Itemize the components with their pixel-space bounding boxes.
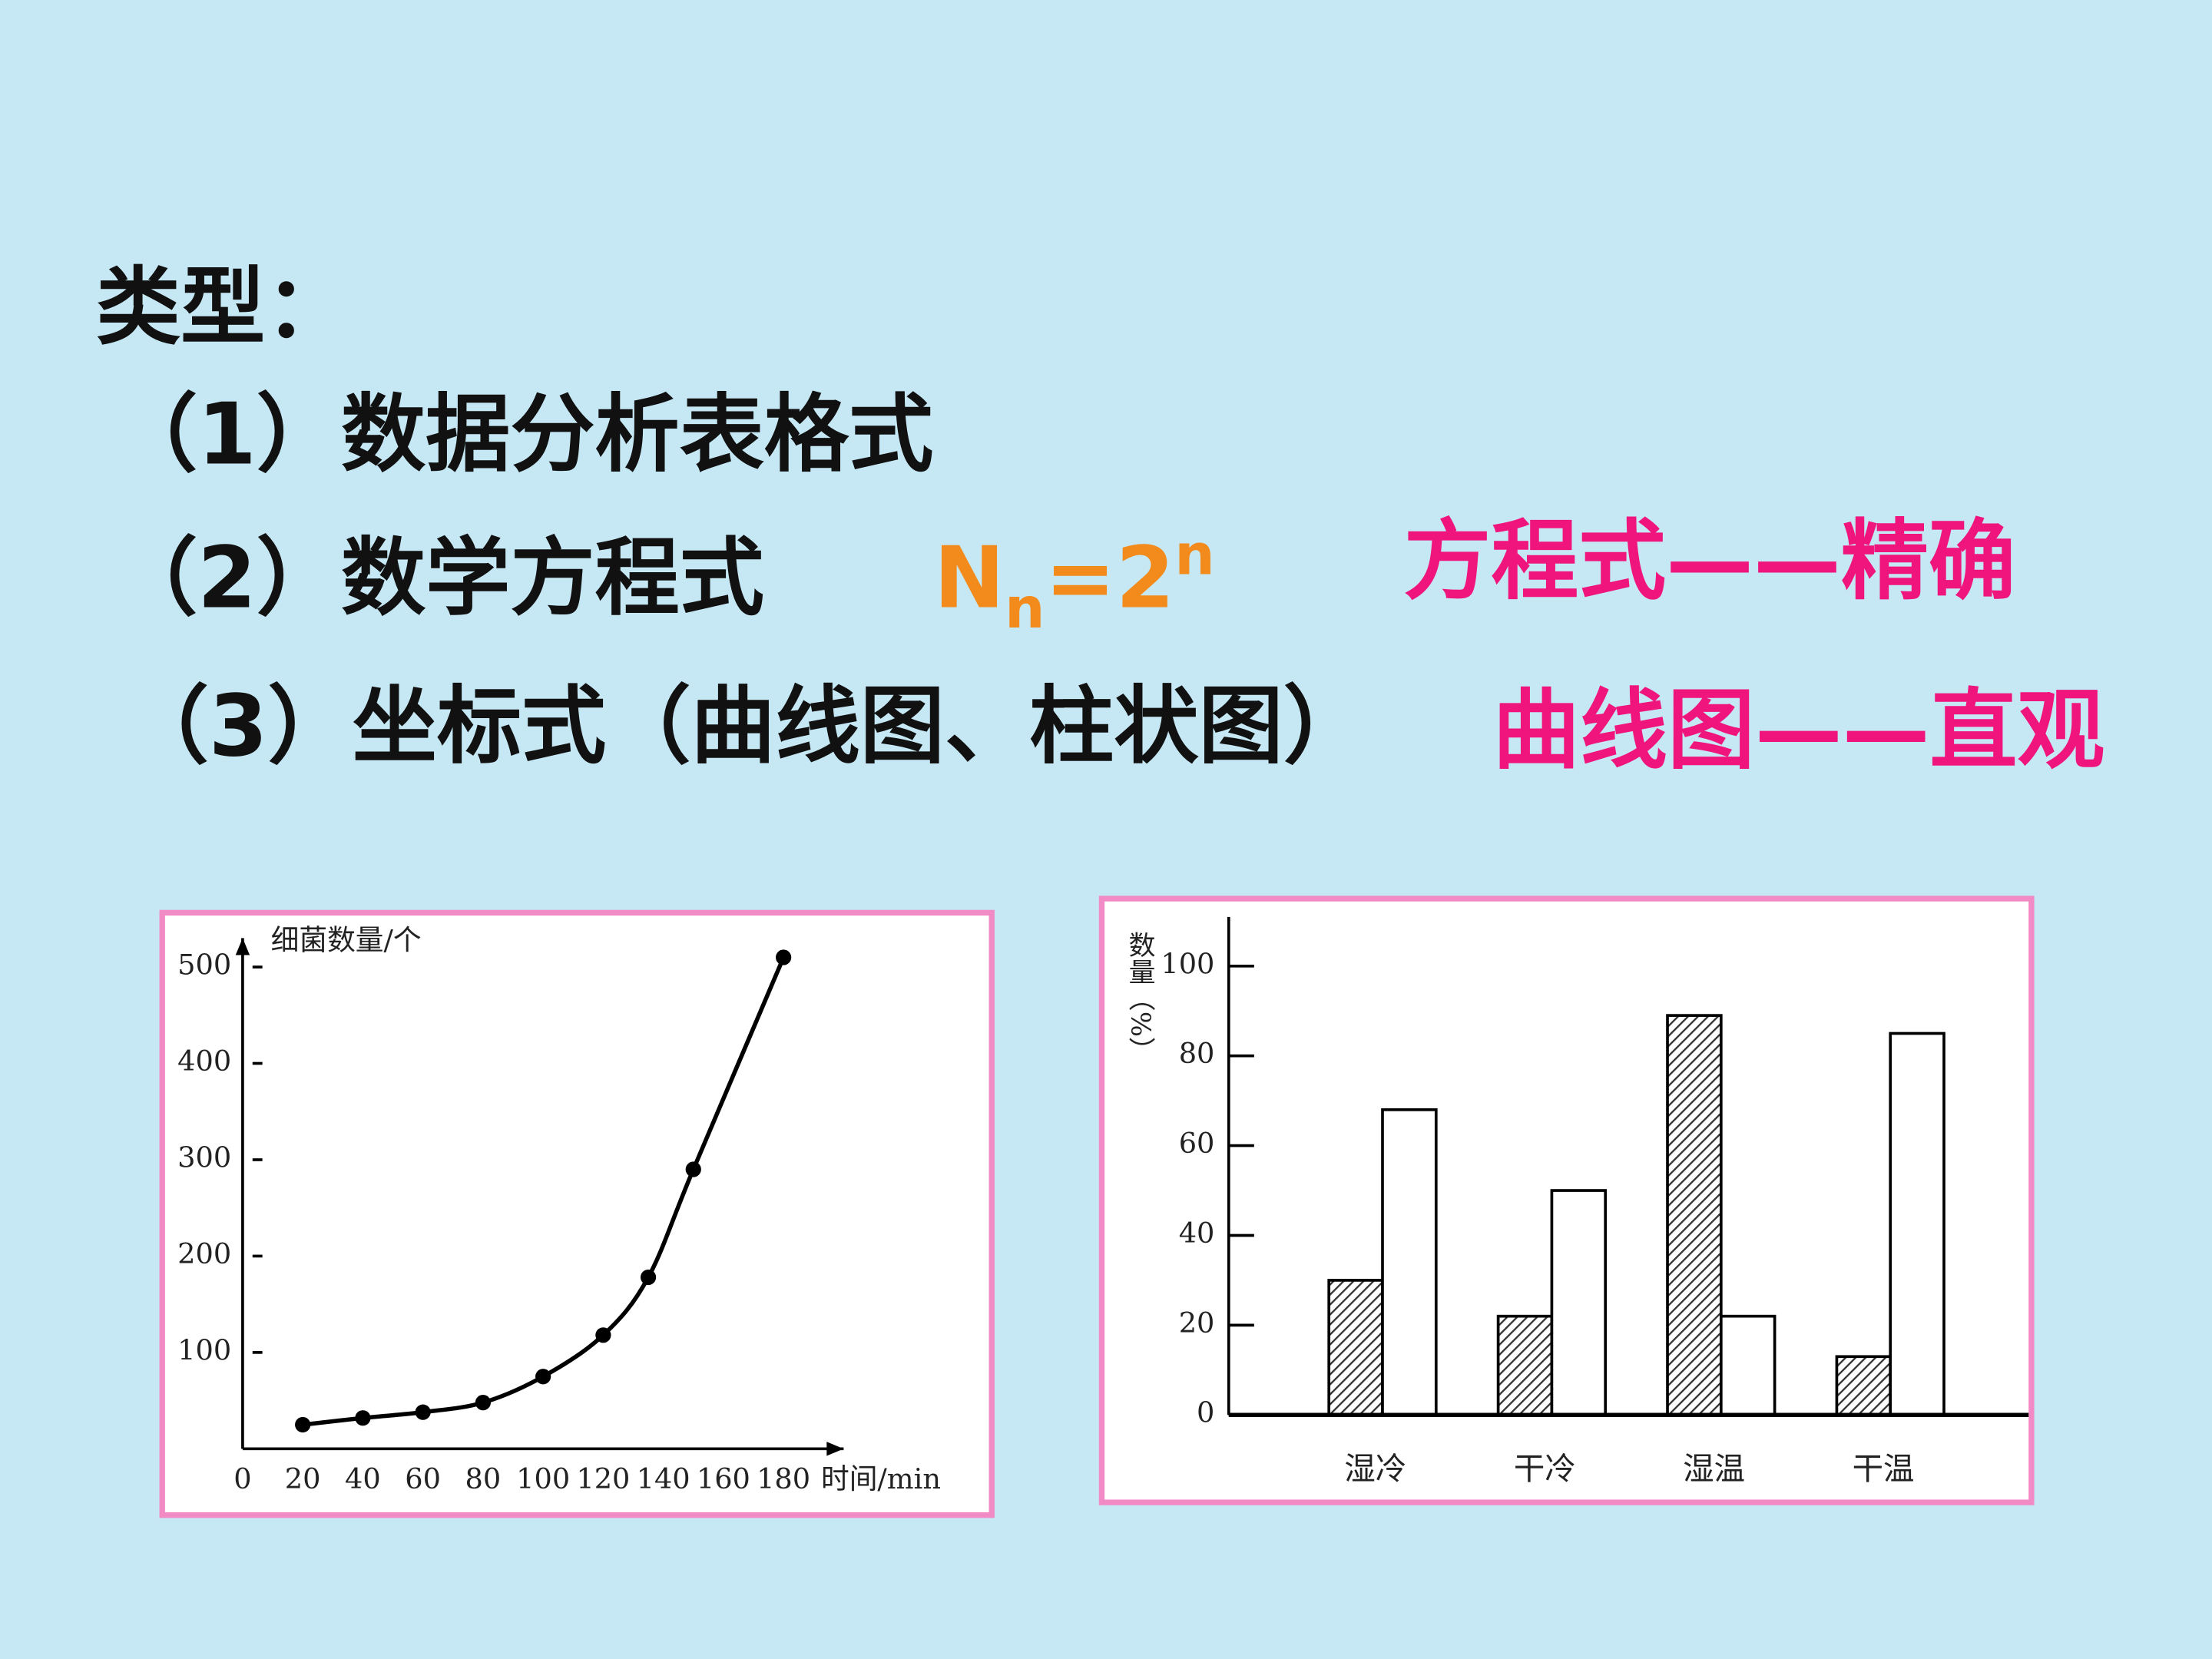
x-tick-label: 140: [637, 1462, 690, 1495]
y-axis-label: 数量（%）: [1124, 931, 1155, 1064]
x-tick-label: 20: [285, 1462, 321, 1495]
formula: Nn=2n: [934, 522, 1215, 641]
axis-arrow: [235, 938, 250, 955]
x-axis-label: 时间/min: [821, 1462, 941, 1495]
bar: [1327, 1279, 1384, 1417]
bar: [1835, 1355, 1892, 1417]
y-axis-label: 细菌数量/个: [271, 923, 422, 956]
y-tick-label: 200: [177, 1237, 231, 1270]
chart-frame: [159, 909, 995, 1518]
axis-arrow: [826, 1442, 844, 1456]
note: 方程式——精确: [1404, 510, 2016, 612]
x-tick-label: 0: [233, 1462, 251, 1495]
y-tick-label: 40: [1179, 1217, 1215, 1250]
formula-sup: n: [1174, 522, 1214, 588]
item: （1）数据分析表格式: [113, 385, 933, 483]
formula-sub: n: [1005, 576, 1045, 641]
x-tick-label: 干温: [1853, 1450, 1915, 1487]
x-tick-label: 160: [697, 1462, 750, 1495]
data-point: [685, 1161, 701, 1177]
y-tick-label: 60: [1179, 1127, 1215, 1160]
heading: 类型：: [96, 258, 350, 356]
data-point: [776, 949, 792, 965]
y-tick-label: 300: [177, 1141, 231, 1174]
item: （2）数学方程式: [113, 529, 764, 628]
x-tick-label: 100: [516, 1462, 570, 1495]
x-tick-label: 湿温: [1683, 1450, 1745, 1487]
y-tick-label: 100: [177, 1333, 231, 1366]
x-tick-label: 湿冷: [1344, 1450, 1406, 1487]
item: （3）坐标式（曲线图、柱状图）: [124, 677, 1368, 776]
data-point: [295, 1416, 311, 1433]
y-tick-label: 20: [1179, 1306, 1215, 1339]
data-point: [640, 1269, 657, 1286]
curve: [302, 956, 786, 1427]
bar: [1496, 1314, 1554, 1417]
note: 曲线图——直观: [1492, 679, 2104, 781]
data-point: [355, 1410, 371, 1426]
formula-base: N: [934, 529, 1005, 628]
y-tick-label: 100: [1161, 947, 1214, 980]
x-tick-label: 80: [465, 1462, 502, 1495]
formula-mid: =2: [1045, 529, 1174, 628]
data-point: [595, 1327, 611, 1343]
x-tick-label: 120: [576, 1462, 630, 1495]
y-tick-label: 80: [1179, 1037, 1215, 1070]
bar: [1381, 1108, 1438, 1417]
x-tick-label: 干冷: [1514, 1450, 1576, 1487]
bar: [1550, 1189, 1608, 1417]
y-tick-label: 0: [1197, 1396, 1214, 1429]
data-point: [415, 1404, 431, 1420]
x-tick-label: 180: [757, 1462, 810, 1495]
y-tick-label: 400: [177, 1045, 231, 1078]
data-point: [475, 1395, 491, 1411]
bar: [1889, 1031, 1945, 1417]
x-tick-label: 40: [345, 1462, 381, 1495]
y-tick-label: 500: [177, 949, 231, 982]
bar: [1666, 1014, 1723, 1417]
data-point: [535, 1369, 551, 1385]
bar: [1719, 1314, 1777, 1417]
x-tick-label: 60: [405, 1462, 441, 1495]
